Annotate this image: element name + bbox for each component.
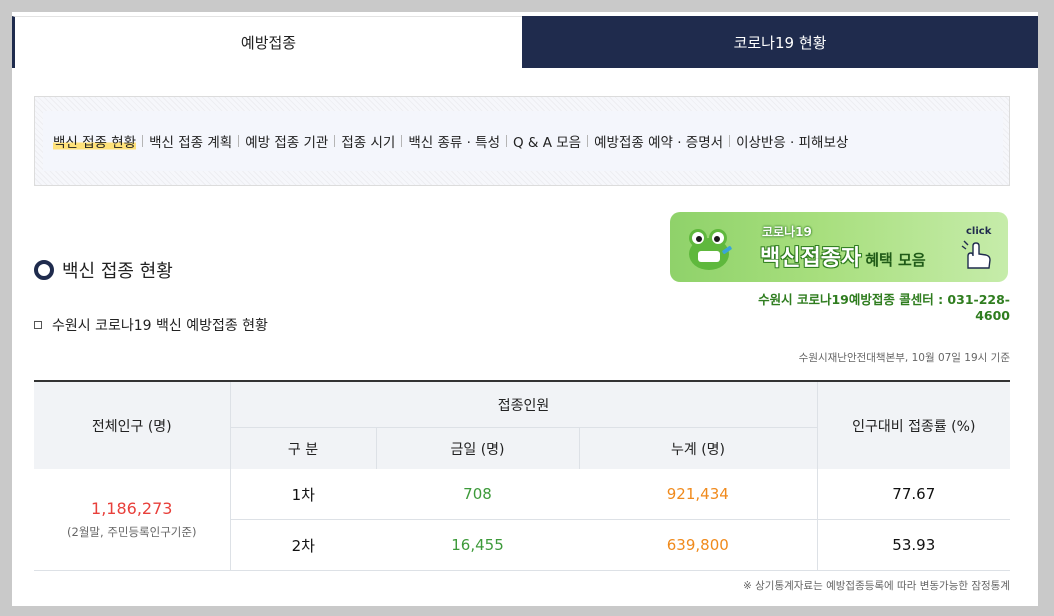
subnav-vaccination-plan[interactable]: 백신 접종 계획 bbox=[149, 135, 233, 151]
footnote-text: ※ 상기통계자료는 예방접종등록에 따라 변동가능한 잠정통계 bbox=[743, 580, 1010, 592]
tab-vaccination[interactable]: 예방접종 bbox=[12, 16, 522, 68]
dose-label: 1차 bbox=[230, 469, 376, 520]
header-population: 전체인구 (명) bbox=[34, 381, 230, 469]
sub-navigation-inner: 백신 접종 현황 백신 접종 계획 예방 접종 기관 접종 시기 백신 종류 ·… bbox=[43, 111, 1003, 171]
subnav-divider bbox=[729, 135, 731, 147]
vaccination-rate: 53.93 bbox=[816, 519, 1011, 571]
subnav-divider bbox=[401, 135, 403, 147]
sub-section-title-text: 수원시 코로나19 백신 예방접종 현황 bbox=[52, 318, 268, 334]
table-row: 2차 16,455 639,800 53.93 bbox=[34, 519, 1011, 571]
circle-bullet-icon bbox=[34, 260, 54, 280]
header-vaccinated: 접종인원 bbox=[229, 381, 818, 428]
subnav-divider bbox=[238, 135, 240, 147]
tab-covid-status[interactable]: 코로나19 현황 bbox=[522, 16, 1038, 68]
subnav-adverse-reactions[interactable]: 이상반응 · 피해보상 bbox=[736, 135, 849, 151]
table-row: 1,186,273 (2월말, 주민등록인구기준) 1차 708 921,434… bbox=[34, 469, 1011, 571]
sub-section-title: 수원시 코로나19 백신 예방접종 현황 bbox=[34, 315, 268, 335]
subnav-vaccine-types[interactable]: 백신 종류 · 특성 bbox=[408, 135, 500, 151]
sub-navigation: 백신 접종 현황 백신 접종 계획 예방 접종 기관 접종 시기 백신 종류 ·… bbox=[34, 96, 1010, 186]
population-cell: 1,186,273 (2월말, 주민등록인구기준) bbox=[34, 469, 231, 571]
population-note: (2월말, 주민등록인구기준) bbox=[67, 525, 197, 539]
subnav-vaccination-timing[interactable]: 접종 시기 bbox=[341, 135, 396, 151]
header-category: 구 분 bbox=[229, 427, 376, 469]
dose-label: 2차 bbox=[230, 519, 376, 571]
subnav-reservation-certificate[interactable]: 예방접종 예약 · 증명서 bbox=[594, 135, 724, 151]
header-rate: 인구대비 접종률 (%) bbox=[816, 381, 1011, 469]
square-bullet-icon bbox=[34, 321, 42, 329]
vaccinated-benefits-banner[interactable]: 코로나19 백신접종자 혜택 모음 click bbox=[670, 212, 1008, 282]
subnav-vaccination-institutions[interactable]: 예방 접종 기관 bbox=[245, 135, 329, 151]
banner-headline-main: 백신접종자 bbox=[760, 246, 862, 271]
header-total: 누계 (명) bbox=[578, 427, 818, 469]
section-title: 백신 접종 현황 bbox=[34, 257, 173, 283]
population-value: 1,186,273 bbox=[91, 499, 173, 518]
subnav-divider bbox=[506, 135, 507, 147]
total-count: 921,434 bbox=[579, 469, 818, 520]
data-source-text: 수원시재난안전대책본부, 10월 07일 19시 기준 bbox=[798, 352, 1010, 364]
total-count: 639,800 bbox=[579, 519, 818, 571]
today-count: 708 bbox=[376, 469, 579, 520]
subnav-qna[interactable]: Q & A 모음 bbox=[513, 135, 582, 151]
top-tabs: 예방접종 코로나19 현황 bbox=[12, 16, 1038, 68]
vaccination-rate: 77.67 bbox=[816, 469, 1011, 520]
subnav-divider bbox=[334, 135, 336, 147]
pointing-hand-icon bbox=[961, 240, 991, 269]
banner-headline: 백신접종자 혜택 모음 bbox=[760, 240, 926, 272]
banner-click-label: click bbox=[966, 226, 992, 237]
banner-covid-label: 코로나19 bbox=[762, 225, 812, 239]
section-title-text: 백신 접종 현황 bbox=[62, 261, 173, 282]
banner-headline-suffix: 혜택 모음 bbox=[865, 251, 926, 269]
call-center-text: 수원시 코로나19예방접종 콜센터 : 031-228-4600 bbox=[758, 292, 1010, 323]
today-count: 16,455 bbox=[376, 519, 579, 571]
subnav-vaccination-status[interactable]: 백신 접종 현황 bbox=[53, 131, 137, 151]
subnav-divider bbox=[142, 135, 144, 147]
header-today: 금일 (명) bbox=[375, 427, 579, 469]
page-frame: 예방접종 코로나19 현황 백신 접종 현황 백신 접종 계획 예방 접종 기관… bbox=[12, 12, 1038, 606]
vaccination-stats-table: 전체인구 (명) 접종인원 인구대비 접종률 (%) 구 분 금일 (명) 누계… bbox=[34, 380, 1011, 571]
subnav-divider bbox=[587, 135, 589, 147]
frog-mascot-icon bbox=[689, 229, 732, 270]
